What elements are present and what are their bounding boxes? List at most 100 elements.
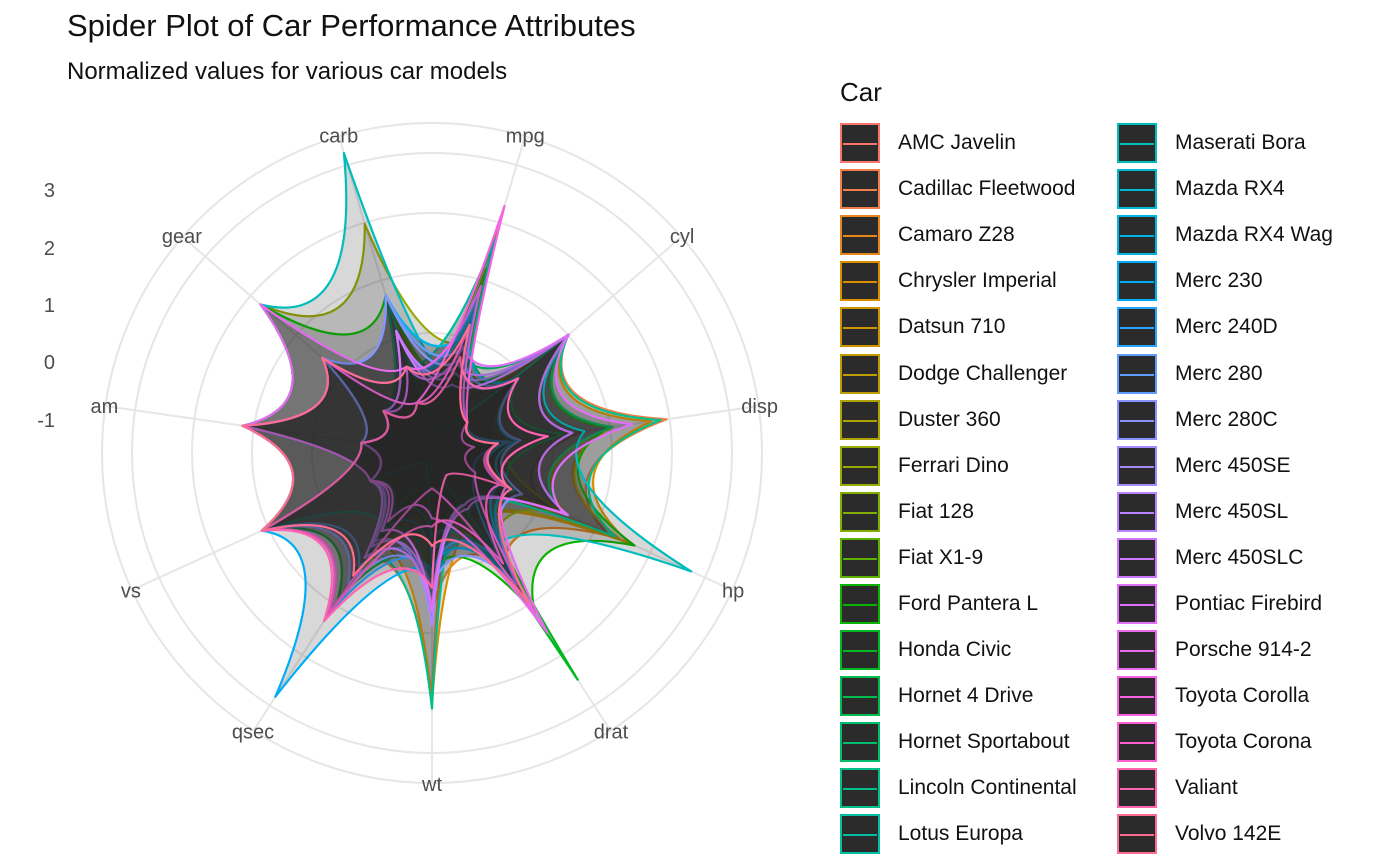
legend-label: Merc 280 [1175,361,1263,385]
legend-key [1117,169,1157,210]
legend-label: Honda Civic [898,638,1012,662]
legend-label: Hornet 4 Drive [898,684,1034,708]
legend-title: Car [840,77,882,107]
legend-item: Ford Pantera L [840,581,1077,627]
series-line [260,355,549,623]
axis-label: qsec [232,721,274,743]
axis-label: vs [121,581,141,603]
legend-item: Duster 360 [840,397,1077,443]
legend-key [840,583,880,624]
legend-item: Fiat X1-9 [840,535,1077,581]
legend-item: Mazda RX4 Wag [1117,212,1333,258]
axis-label: wt [421,774,442,796]
legend-item: Hornet 4 Drive [840,673,1077,719]
legend-key [1117,399,1157,440]
axis-label: mpg [506,125,545,147]
legend-label: Toyota Corona [1175,730,1312,754]
legend-item: Fiat 128 [840,489,1077,535]
legend-column-2: Maserati Bora Mazda RX4 Mazda RX4 Wag Merc … [1117,120,1333,858]
chart-title: Spider Plot of Car Performance Attribute… [67,8,636,43]
axis-label: disp [741,396,778,418]
legend-item: Merc 450SLC [1117,535,1333,581]
axis-label: am [90,396,118,418]
legend-item: Camaro Z28 [840,212,1077,258]
legend-item: Valiant [1117,765,1333,811]
legend-key [840,123,880,164]
legend-label: Valiant [1175,776,1238,800]
legend-item: Merc 450SL [1117,489,1333,535]
legend-key [1117,630,1157,671]
legend-key [1117,353,1157,394]
series-line [241,204,536,615]
chart-subtitle: Normalized values for various car models [67,58,508,85]
legend-label: Merc 450SL [1175,499,1289,523]
legend-key [840,169,880,210]
legend-key [840,261,880,302]
legend-key [1117,445,1157,486]
radial-tick-label: 2 [44,238,55,260]
legend-label: Cadillac Fleetwood [898,177,1076,201]
legend-key [840,676,880,717]
legend-item: Maserati Bora [1117,120,1333,166]
series-line [360,294,662,710]
legend-item: Ferrari Dino [840,443,1077,489]
legend-item: Merc 450SE [1117,443,1333,489]
legend-item: Chrysler Imperial [840,258,1077,304]
legend-key [1117,491,1157,532]
legend-label: Maserati Bora [1175,131,1306,155]
legend-key [840,814,880,855]
legend-label: Ferrari Dino [898,453,1009,477]
legend-item: Datsun 710 [840,304,1077,350]
legend-key [1117,123,1157,164]
legend-key [1117,676,1157,717]
legend-label: Chrysler Imperial [898,269,1057,293]
legend-item: Honda Civic [840,627,1077,673]
legend-item: Lincoln Continental [840,765,1077,811]
legend-label: Merc 450SE [1175,453,1291,477]
legend-key [840,537,880,578]
radial-tick-label: 0 [44,352,55,374]
legend-label: Mazda RX4 Wag [1175,223,1333,247]
legend-item: Mazda RX4 [1117,166,1333,212]
legend-item: Lotus Europa [840,811,1077,857]
legend-column-1: AMC Javelin Cadillac Fleetwood Camaro Z28 C… [840,120,1077,858]
legend-key [1117,261,1157,302]
legend-key [1117,722,1157,763]
legend-key [840,307,880,348]
legend-key [1117,768,1157,809]
legend-key [840,399,880,440]
legend-key [1117,215,1157,256]
legend-key [840,768,880,809]
grid-spoke [181,236,433,454]
legend-label: Pontiac Firebird [1175,591,1323,615]
legend-label: Merc 240D [1175,315,1278,339]
legend-item: Merc 280C [1117,397,1333,443]
legend-label: Datsun 710 [898,315,1006,339]
legend-key [840,445,880,486]
legend-item: Hornet Sportabout [840,719,1077,765]
radial-tick-label: -1 [37,410,55,432]
legend-item: Merc 230 [1117,258,1333,304]
legend-label: AMC Javelin [898,131,1016,155]
legend-label: Volvo 142E [1175,822,1282,846]
axis-label: cyl [670,226,694,248]
radial-tick-label: 1 [44,295,55,317]
radial-tick-label: 3 [44,180,55,202]
legend-label: Lotus Europa [898,822,1023,846]
legend-item: AMC Javelin [840,120,1077,166]
legend-item: Dodge Challenger [840,350,1077,396]
legend-label: Camaro Z28 [898,223,1015,247]
legend-key [1117,537,1157,578]
legend-item: Toyota Corona [1117,719,1333,765]
series-line [241,152,693,596]
legend-key [840,215,880,256]
axis-label: hp [722,581,744,603]
label-layer: mpg cyl disp hp drat wt qsec vs am gear carb -1 0 1 2 3 [37,125,778,796]
axis-label: drat [594,721,629,743]
legend-label: Merc 280C [1175,407,1278,431]
legend-label: Duster 360 [898,407,1001,431]
legend-item: Merc 280 [1117,350,1333,396]
legend-label: Lincoln Continental [898,776,1077,800]
radar-plot: mpg cyl disp hp drat wt qsec vs am gear carb -1 0 1 2 3 [37,122,778,796]
axis-label: gear [162,226,202,248]
